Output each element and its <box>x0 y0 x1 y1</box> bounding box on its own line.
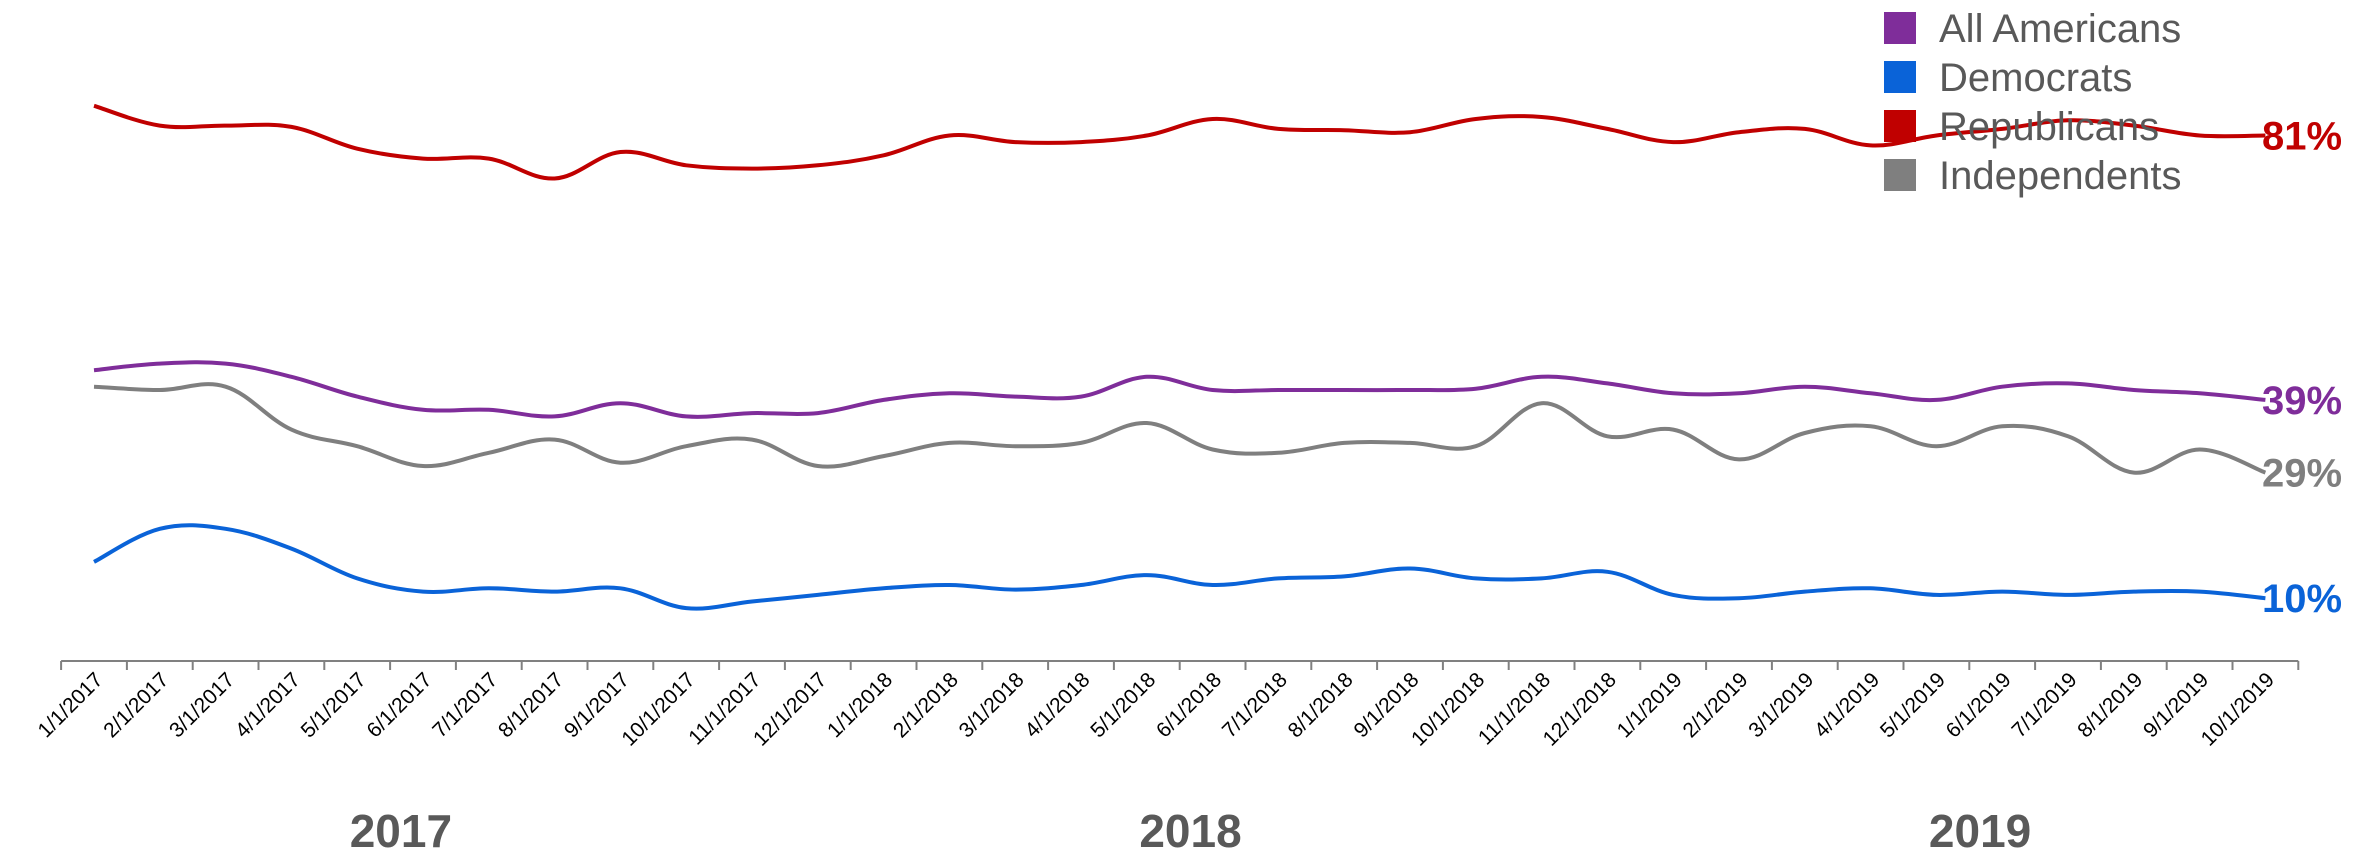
x-tick-label: 2/1/2017 <box>99 668 173 742</box>
x-tick-label: 3/1/2017 <box>165 668 239 742</box>
x-tick-label: 8/1/2018 <box>1284 668 1358 742</box>
x-tick-label: 3/1/2019 <box>1744 668 1818 742</box>
legend-label-all-americans: All Americans <box>1939 7 2181 51</box>
x-tick-label: 4/1/2017 <box>231 668 305 742</box>
end-label-republicans: 81% <box>2262 115 2342 159</box>
year-label-2018: 2018 <box>1139 805 1241 854</box>
legend-label-independents: Independents <box>1939 154 2181 198</box>
legend-label-republicans: Republicans <box>1939 105 2159 149</box>
x-tick-label: 2/1/2019 <box>1678 668 1752 742</box>
x-tick-label: 5/1/2019 <box>1876 668 1950 742</box>
series-line-all-americans <box>93 360 2266 419</box>
legend-swatch-democrats <box>1884 61 1916 93</box>
x-tick-label: 4/1/2018 <box>1020 668 1094 742</box>
x-tick-label: 7/1/2017 <box>428 668 502 742</box>
legend-label-democrats: Democrats <box>1939 56 2132 100</box>
x-tick-label: 8/1/2017 <box>494 668 568 742</box>
series-line-republicans <box>93 103 2266 181</box>
x-tick-label: 6/1/2017 <box>362 668 436 742</box>
x-axis <box>60 660 2300 670</box>
x-tick-label: 1/1/2017 <box>33 668 107 742</box>
x-tick-label: 3/1/2018 <box>955 668 1029 742</box>
x-tick-label: 5/1/2017 <box>297 668 371 742</box>
x-tick-labels: 1/1/20172/1/20173/1/20174/1/20175/1/2017… <box>33 668 2278 750</box>
x-tick-label: 6/1/2019 <box>1942 668 2016 742</box>
year-labels: 2017 2018 2019 <box>350 805 2032 857</box>
series-lines <box>93 103 2267 611</box>
legend: All Americans Democrats Republicans Indepen… <box>1884 7 2181 198</box>
legend-swatch-republicans <box>1884 110 1916 142</box>
x-tick-label: 5/1/2018 <box>1086 668 1160 742</box>
x-tick-label: 4/1/2019 <box>1810 668 1884 742</box>
end-label-independents: 29% <box>2262 452 2342 496</box>
x-tick-label: 8/1/2019 <box>2073 668 2147 742</box>
end-labels: 39% 10% 81% 29% <box>2262 115 2342 622</box>
series-line-democrats <box>93 523 2266 611</box>
x-tick-label: 6/1/2018 <box>1152 668 1226 742</box>
end-label-democrats: 10% <box>2262 577 2342 621</box>
legend-swatch-all-americans <box>1884 12 1916 44</box>
year-label-2017: 2017 <box>350 805 452 854</box>
legend-swatch-independents <box>1884 159 1916 191</box>
x-tick-label: 7/1/2019 <box>2007 668 2081 742</box>
x-tick-label: 1/1/2018 <box>823 668 897 742</box>
x-tick-label: 2/1/2018 <box>889 668 963 742</box>
end-label-all-americans: 39% <box>2262 379 2342 423</box>
x-tick-label: 1/1/2019 <box>1613 668 1687 742</box>
year-label-2019: 2019 <box>1929 805 2031 854</box>
x-tick-label: 7/1/2018 <box>1218 668 1292 742</box>
series-line-independents <box>93 382 2267 475</box>
